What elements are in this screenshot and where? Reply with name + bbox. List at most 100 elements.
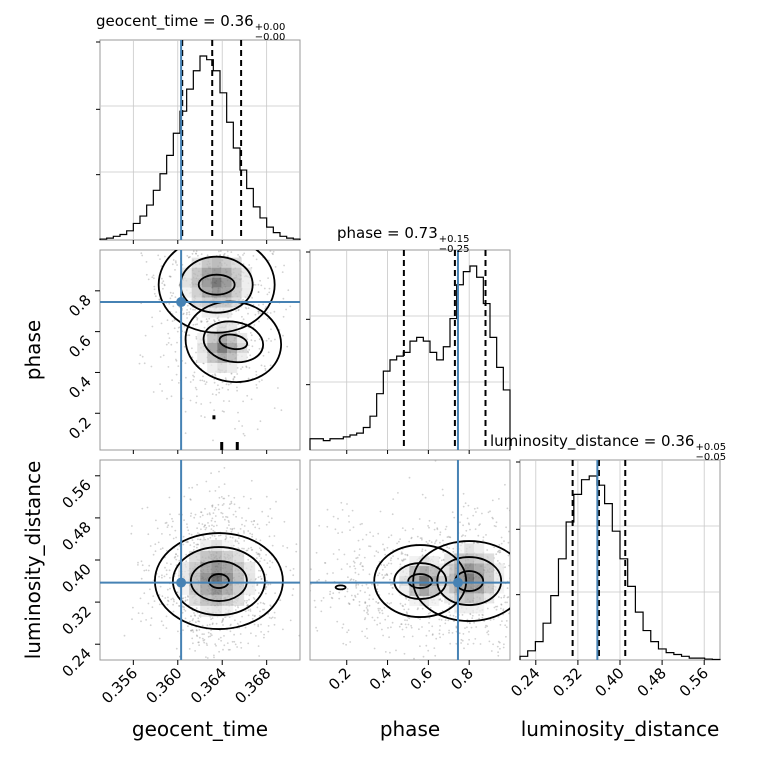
density-cell <box>399 576 410 587</box>
sample-point <box>269 604 272 607</box>
density-cell <box>244 583 256 595</box>
sample-point <box>506 507 509 510</box>
density-cell <box>409 576 420 587</box>
sample-point <box>232 544 235 547</box>
sample-point <box>205 656 207 658</box>
sample-point <box>141 355 144 358</box>
sample-point <box>169 291 172 294</box>
y-axis-label-phase: phase <box>21 320 45 380</box>
sample-point <box>379 622 381 625</box>
sample-point <box>296 488 298 491</box>
sample-point <box>438 618 441 621</box>
sample-point <box>188 487 191 489</box>
sample-point <box>391 621 394 624</box>
sample-point <box>151 606 154 609</box>
sample-point <box>407 608 410 611</box>
density-cell <box>189 550 201 562</box>
sample-point <box>192 549 195 551</box>
sample-point <box>243 547 245 550</box>
sample-point <box>195 252 198 255</box>
sample-point <box>476 507 479 509</box>
sample-point <box>497 654 500 657</box>
sample-point <box>189 499 192 501</box>
sample-point <box>442 551 444 553</box>
sample-point <box>273 407 276 409</box>
sample-point <box>195 543 198 546</box>
sample-point <box>182 597 185 600</box>
sample-point <box>505 620 508 622</box>
density-cell <box>197 342 208 353</box>
sample-point <box>239 528 242 530</box>
sample-point <box>222 400 225 402</box>
sample-point <box>500 607 502 610</box>
sample-point <box>181 605 184 608</box>
contour <box>202 320 264 364</box>
sample-point <box>295 543 298 546</box>
density-cell <box>464 603 475 614</box>
sample-point <box>196 395 198 398</box>
sample-point <box>442 558 445 561</box>
sample-point <box>359 589 362 592</box>
sample-point <box>178 559 181 562</box>
sample-point <box>478 524 480 527</box>
sample-point <box>203 638 206 641</box>
sample-point <box>264 588 267 591</box>
sample-point <box>257 592 260 594</box>
sample-point <box>185 313 188 316</box>
sample-point <box>178 605 181 607</box>
sample-point <box>203 416 206 419</box>
sample-point <box>211 517 214 520</box>
sample-point <box>213 509 216 511</box>
sample-point <box>482 536 485 539</box>
sample-point <box>209 635 212 638</box>
sample-point <box>439 598 442 600</box>
sample-point <box>389 578 391 581</box>
sample-point <box>502 608 505 611</box>
sample-point <box>233 503 236 506</box>
sample-point <box>251 535 254 538</box>
sample-point <box>218 319 220 322</box>
contour <box>218 333 249 351</box>
sample-point <box>439 599 441 601</box>
title-geocent_time: geocent_time = 0.36 +0.00 −0.00 <box>96 14 285 43</box>
density-cell <box>207 352 218 363</box>
density-cell <box>221 307 232 318</box>
density-cell <box>200 583 212 595</box>
sample-point <box>253 324 256 326</box>
outlier <box>212 415 216 420</box>
sample-point <box>475 511 477 513</box>
sample-point <box>352 599 355 601</box>
density-cell <box>231 267 242 278</box>
sample-point <box>187 529 190 532</box>
sample-point <box>186 526 189 529</box>
sample-point <box>242 495 245 498</box>
sample-point <box>214 320 216 323</box>
density-cell <box>200 605 212 617</box>
sample-point <box>248 594 251 597</box>
sample-point <box>504 483 506 486</box>
sample-point <box>234 643 237 646</box>
x-tick-label: 0.6 <box>407 664 437 694</box>
sample-point <box>248 348 251 351</box>
density-cell <box>464 553 475 564</box>
histogram-geocent_time <box>99 55 301 240</box>
title-text: geocent_time = 0.36 <box>96 12 254 30</box>
sample-point <box>274 338 276 341</box>
sample-point <box>186 541 189 544</box>
sample-point <box>338 597 341 600</box>
sample-point <box>158 594 161 596</box>
sample-point <box>384 553 387 556</box>
sample-point <box>467 643 469 645</box>
sample-point <box>245 307 248 310</box>
sample-point <box>168 496 171 499</box>
sample-point <box>504 624 507 627</box>
sample-point <box>250 546 253 549</box>
sample-point <box>377 609 380 612</box>
sample-point <box>220 496 223 498</box>
density-cell <box>201 257 212 268</box>
sample-point <box>283 264 285 267</box>
sample-point <box>195 388 198 391</box>
y-tick-label: 0.56 <box>58 476 94 512</box>
sample-point <box>391 593 394 596</box>
sample-point <box>195 351 197 354</box>
